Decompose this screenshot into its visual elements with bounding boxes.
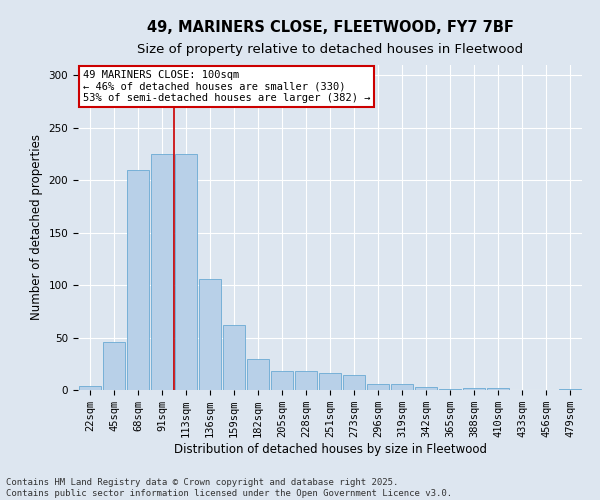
Y-axis label: Number of detached properties: Number of detached properties [30,134,43,320]
X-axis label: Distribution of detached houses by size in Fleetwood: Distribution of detached houses by size … [173,443,487,456]
Bar [391,384,413,390]
Bar [151,154,173,390]
Bar [343,376,365,390]
Bar [559,389,581,390]
Text: Contains HM Land Registry data © Crown copyright and database right 2025.
Contai: Contains HM Land Registry data © Crown c… [6,478,452,498]
Bar [463,388,485,390]
Bar [223,325,245,390]
Bar [103,342,125,390]
Text: 49, MARINERS CLOSE, FLEETWOOD, FY7 7BF: 49, MARINERS CLOSE, FLEETWOOD, FY7 7BF [146,20,514,35]
Bar [247,358,269,390]
Bar [295,371,317,390]
Bar [127,170,149,390]
Bar [271,371,293,390]
Bar [439,389,461,390]
Bar [367,384,389,390]
Bar [199,279,221,390]
Bar [487,388,509,390]
Text: 49 MARINERS CLOSE: 100sqm
← 46% of detached houses are smaller (330)
53% of semi: 49 MARINERS CLOSE: 100sqm ← 46% of detac… [83,70,371,103]
Text: Size of property relative to detached houses in Fleetwood: Size of property relative to detached ho… [137,42,523,56]
Bar [79,386,101,390]
Bar [175,154,197,390]
Bar [319,373,341,390]
Bar [415,387,437,390]
